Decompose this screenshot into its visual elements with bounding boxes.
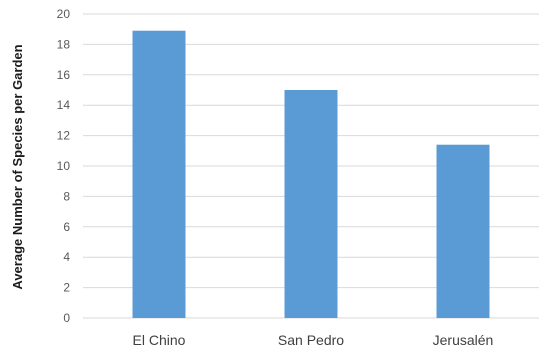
y-tick-label: 8 xyxy=(63,189,70,203)
y-tick-label: 0 xyxy=(63,311,70,325)
y-tick-label: 20 xyxy=(57,7,71,21)
y-tick-label: 14 xyxy=(57,98,71,112)
bars xyxy=(132,30,490,318)
y-tick-label: 18 xyxy=(57,37,71,51)
y-tick-label: 4 xyxy=(63,250,70,264)
bar-el-chino xyxy=(132,30,186,318)
y-axis-title: Average Number of Species per Garden xyxy=(10,44,25,289)
x-category-label: Jerusalén xyxy=(433,332,494,348)
y-tick-label: 12 xyxy=(57,129,71,143)
x-category-label: San Pedro xyxy=(278,332,344,348)
y-axis-ticks: 0 2 4 6 8 10 12 14 16 18 20 xyxy=(57,7,71,325)
y-tick-label: 2 xyxy=(63,281,70,295)
x-axis-labels: El Chino San Pedro Jerusalén xyxy=(133,332,494,348)
y-tick-label: 16 xyxy=(57,68,71,82)
x-category-label: El Chino xyxy=(133,332,186,348)
y-tick-label: 10 xyxy=(57,159,71,173)
bar-jerusal-n xyxy=(436,144,490,318)
y-tick-label: 6 xyxy=(63,220,70,234)
bar-san-pedro xyxy=(284,90,338,318)
